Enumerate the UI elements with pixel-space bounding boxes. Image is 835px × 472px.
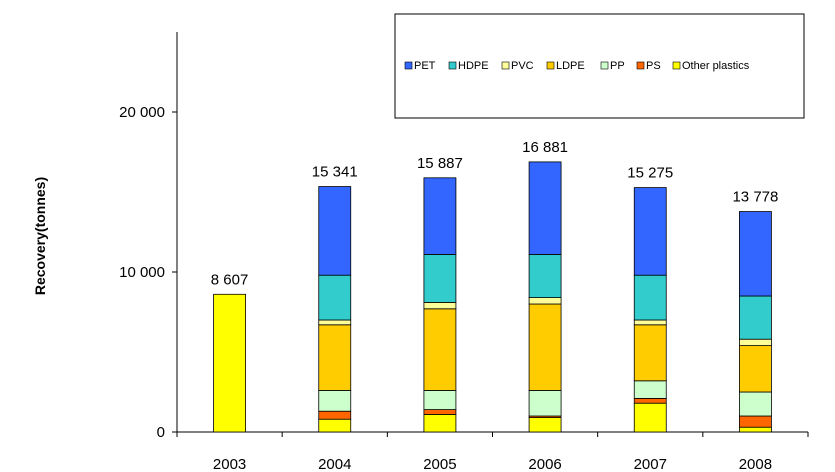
legend-swatch-hdpe — [448, 61, 457, 70]
legend-label-hdpe: HDPE — [458, 60, 489, 72]
total-label-2005: 15 887 — [417, 155, 463, 172]
bar-segment-other-plastics-2006 — [528, 417, 562, 433]
bar-segment-ldpe-2007 — [633, 324, 667, 382]
legend-label-other-plastics: Other plastics — [682, 60, 750, 72]
bar-segment-pet-2006 — [528, 161, 562, 255]
legend-swatch-pet — [404, 61, 413, 70]
y-axis-label: Recovery(tonnes) — [32, 177, 48, 295]
total-label-2006: 16 881 — [522, 139, 568, 156]
x-tick-label-2005: 2005 — [423, 456, 456, 472]
legend-label-pp: PP — [610, 60, 625, 72]
bar-segment-ps-2007 — [633, 397, 667, 404]
bar-segment-pvc-2006 — [528, 297, 562, 305]
bar-segment-other-plastics-2007 — [633, 402, 667, 433]
bar-segment-hdpe-2005 — [423, 253, 457, 303]
bar-segment-other-plastics-2003 — [213, 293, 246, 433]
x-tick-label-2004: 2004 — [318, 456, 351, 472]
bar-segment-pvc-2007 — [633, 319, 667, 326]
bar-segment-ldpe-2005 — [423, 308, 457, 391]
x-tick-label-2003: 2003 — [213, 456, 246, 472]
bar-segment-ldpe-2004 — [318, 324, 352, 391]
total-label-2008: 13 778 — [732, 189, 778, 206]
bar-segment-ps-2004 — [318, 410, 352, 420]
bar-segment-pp-2007 — [633, 380, 667, 399]
legend-label-pet: PET — [414, 60, 436, 72]
legend-swatch-pp — [600, 61, 609, 70]
legend-label-ldpe: LDPE — [556, 60, 585, 72]
total-labels: 8 607 15 341 15 887 16 881 15 275 13 778 — [211, 139, 779, 288]
bar-segment-ldpe-2006 — [528, 303, 562, 391]
x-tick-label-2006: 2006 — [528, 456, 561, 472]
legend-label-ps: PS — [646, 60, 661, 72]
bar-segment-pet-2004 — [318, 186, 352, 276]
y-tick-label: 20 000 — [119, 104, 165, 121]
total-label-2003: 8 607 — [211, 271, 249, 288]
bar-segment-other-plastics-2008 — [739, 426, 772, 433]
bars — [213, 161, 772, 433]
legend-box — [394, 13, 805, 119]
y-tick-labels: 0 10 000 20 000 — [119, 104, 165, 441]
bar-segment-ldpe-2008 — [739, 345, 772, 393]
bar-segment-pp-2006 — [528, 389, 562, 417]
y-tick-label: 0 — [157, 424, 165, 441]
bar-segment-pvc-2008 — [739, 338, 772, 347]
x-tick-label-2007: 2007 — [634, 456, 667, 472]
bar-segment-pp-2005 — [423, 389, 457, 410]
y-tick-label: 10 000 — [119, 264, 165, 281]
legend: PET HDPE PVC LDPE PP PS Other plastics — [394, 13, 805, 119]
bar-segment-pvc-2005 — [423, 301, 457, 310]
bar-segment-ps-2005 — [423, 409, 457, 415]
axes — [172, 32, 809, 437]
bar-segment-hdpe-2007 — [633, 274, 667, 321]
bar-segment-ps-2008 — [739, 415, 772, 428]
total-label-2004: 15 341 — [312, 164, 358, 181]
bar-segment-hdpe-2006 — [528, 253, 562, 298]
bar-segment-pet-2005 — [423, 177, 457, 255]
bar-segment-pp-2008 — [739, 391, 772, 417]
legend-swatch-other-plastics — [672, 61, 681, 70]
bar-segment-other-plastics-2005 — [423, 413, 457, 433]
legend-swatch-ldpe — [546, 61, 555, 70]
legend-swatch-ps — [636, 61, 645, 70]
bar-segment-pp-2004 — [318, 389, 352, 412]
bar-segment-pet-2007 — [633, 187, 667, 276]
bar-segment-pvc-2004 — [318, 319, 352, 326]
legend-swatch-pvc — [501, 61, 510, 70]
bar-segment-hdpe-2008 — [739, 295, 772, 340]
total-label-2007: 15 275 — [627, 165, 673, 182]
x-tick-labels: 2003 2004 2005 2006 2007 2008 — [213, 456, 772, 472]
bar-segment-other-plastics-2004 — [318, 418, 352, 433]
x-tick-label-2008: 2008 — [739, 456, 772, 472]
bar-segment-hdpe-2004 — [318, 274, 352, 321]
bar-segment-pet-2008 — [739, 211, 772, 297]
legend-label-pvc: PVC — [511, 60, 534, 72]
